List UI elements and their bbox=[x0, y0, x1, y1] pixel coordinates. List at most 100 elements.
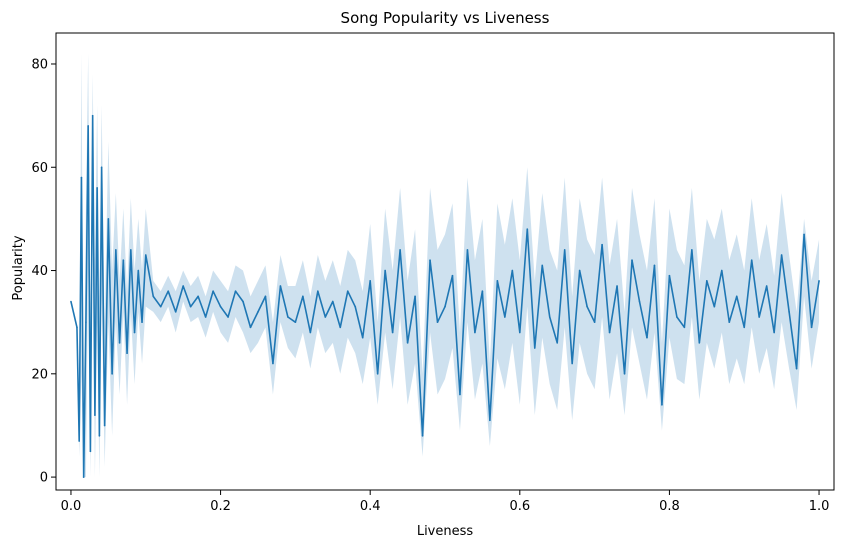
data-point bbox=[76, 326, 78, 329]
data-point bbox=[653, 264, 656, 267]
data-point bbox=[279, 285, 282, 287]
y-tick-label: 60 bbox=[31, 161, 48, 176]
x-tick-label: 1.0 bbox=[809, 499, 830, 514]
data-point bbox=[444, 305, 446, 308]
data-point bbox=[586, 305, 588, 308]
data-point bbox=[133, 331, 136, 334]
data-point bbox=[406, 342, 409, 344]
data-point bbox=[526, 228, 529, 231]
data-point bbox=[646, 336, 648, 339]
data-point bbox=[204, 316, 207, 318]
data-point bbox=[601, 243, 603, 246]
data-point bbox=[661, 404, 663, 406]
data-point bbox=[519, 331, 521, 334]
x-tick-label: 0.0 bbox=[61, 499, 82, 514]
data-point bbox=[115, 249, 117, 251]
data-point bbox=[421, 434, 424, 437]
data-point bbox=[676, 316, 678, 318]
data-point bbox=[481, 290, 484, 292]
data-point bbox=[94, 414, 96, 416]
data-point bbox=[354, 305, 357, 308]
data-point bbox=[788, 311, 790, 313]
data-point bbox=[451, 274, 454, 277]
data-point bbox=[369, 280, 371, 282]
data-point bbox=[272, 362, 274, 365]
data-point bbox=[118, 342, 121, 344]
data-point bbox=[713, 305, 716, 308]
y-tick-label: 0 bbox=[40, 471, 48, 486]
data-point bbox=[683, 326, 686, 329]
data-point bbox=[137, 269, 140, 272]
data-point bbox=[706, 280, 708, 282]
data-point bbox=[361, 336, 364, 339]
data-point bbox=[391, 331, 394, 334]
data-point bbox=[85, 321, 87, 323]
data-point bbox=[87, 125, 89, 127]
data-point bbox=[758, 316, 760, 318]
x-tick-label: 0.2 bbox=[210, 499, 231, 514]
data-point bbox=[249, 326, 252, 329]
data-point bbox=[691, 249, 693, 251]
data-point bbox=[91, 114, 94, 117]
data-point bbox=[578, 269, 581, 272]
data-point bbox=[474, 331, 476, 334]
data-point bbox=[346, 290, 349, 292]
data-point bbox=[80, 176, 83, 179]
data-point bbox=[496, 280, 499, 282]
data-point bbox=[541, 264, 544, 267]
data-point bbox=[765, 285, 768, 287]
data-point bbox=[294, 321, 297, 323]
data-point bbox=[212, 290, 214, 292]
data-point bbox=[728, 321, 731, 323]
plot-area bbox=[70, 53, 820, 478]
data-point bbox=[96, 187, 98, 189]
data-point bbox=[219, 305, 222, 308]
y-tick-label: 20 bbox=[31, 367, 48, 382]
data-point bbox=[563, 249, 566, 251]
data-point bbox=[429, 259, 431, 262]
data-point bbox=[466, 249, 469, 251]
data-point bbox=[489, 419, 491, 422]
data-point bbox=[126, 352, 128, 354]
data-point bbox=[98, 434, 101, 437]
data-point bbox=[459, 393, 461, 396]
data-point bbox=[750, 259, 753, 262]
data-point bbox=[234, 290, 237, 292]
data-point bbox=[795, 367, 798, 370]
data-point bbox=[309, 331, 312, 334]
data-point bbox=[103, 424, 106, 427]
data-point bbox=[141, 321, 143, 323]
data-point bbox=[668, 274, 671, 277]
data-point bbox=[638, 300, 641, 303]
data-point bbox=[623, 373, 626, 375]
data-point bbox=[720, 269, 723, 272]
data-point bbox=[107, 218, 110, 220]
data-point bbox=[302, 295, 304, 298]
plot-frame bbox=[55, 32, 835, 491]
data-point bbox=[122, 259, 125, 262]
data-point bbox=[548, 316, 551, 318]
data-point bbox=[504, 316, 506, 318]
data-point bbox=[773, 331, 775, 334]
data-point bbox=[227, 316, 229, 318]
data-point bbox=[511, 269, 514, 272]
data-point bbox=[287, 316, 289, 318]
x-tick-label: 0.8 bbox=[659, 499, 680, 514]
x-tick-label: 0.6 bbox=[509, 499, 530, 514]
data-point bbox=[89, 450, 92, 453]
data-point bbox=[616, 285, 618, 287]
data-point bbox=[111, 373, 113, 375]
data-point bbox=[144, 254, 147, 256]
data-point bbox=[384, 269, 386, 272]
data-point bbox=[331, 300, 334, 303]
data-point bbox=[414, 295, 416, 298]
data-point bbox=[698, 342, 701, 344]
data-point bbox=[324, 316, 327, 318]
data-point bbox=[339, 326, 342, 329]
data-point bbox=[780, 254, 783, 256]
data-point bbox=[376, 373, 379, 375]
data-point bbox=[533, 347, 536, 349]
data-point bbox=[608, 331, 611, 334]
data-point bbox=[257, 311, 259, 313]
